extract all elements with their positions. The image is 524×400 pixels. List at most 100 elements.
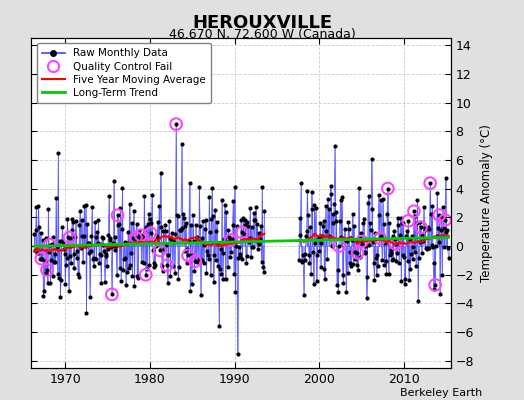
Point	[70, 264, 78, 271]
Point	[133, 273, 141, 279]
Point	[443, 227, 451, 233]
Point	[393, 249, 401, 256]
Point	[105, 237, 114, 244]
Point	[200, 260, 208, 266]
Point	[366, 220, 374, 227]
Point	[304, 252, 313, 258]
Point	[406, 236, 414, 242]
Point	[182, 260, 191, 266]
Point	[348, 211, 357, 217]
Point	[243, 219, 252, 225]
Point	[180, 215, 188, 222]
Point	[121, 239, 129, 245]
Point	[321, 276, 329, 282]
Point	[343, 238, 351, 244]
Point	[164, 252, 172, 258]
Point	[44, 206, 52, 212]
Point	[424, 224, 432, 230]
Point	[442, 228, 451, 235]
Point	[219, 250, 227, 256]
Point	[260, 208, 268, 214]
Point	[238, 256, 247, 263]
Point	[46, 242, 54, 248]
Point	[247, 254, 255, 260]
Point	[114, 222, 123, 228]
Point	[431, 282, 439, 288]
Point	[141, 272, 150, 278]
Point	[195, 184, 204, 190]
Point	[294, 257, 303, 263]
Point	[340, 237, 348, 244]
Point	[156, 170, 165, 176]
Point	[440, 224, 448, 231]
Point	[225, 234, 233, 240]
Point	[37, 256, 46, 262]
Point	[147, 220, 156, 226]
Point	[77, 244, 85, 251]
Point	[257, 222, 265, 229]
Point	[388, 257, 396, 263]
Point	[259, 269, 268, 276]
Point	[33, 250, 41, 256]
Point	[31, 247, 39, 254]
Point	[113, 212, 122, 218]
Point	[125, 265, 133, 271]
Point	[43, 267, 51, 273]
Point	[303, 188, 312, 195]
Point	[200, 242, 209, 249]
Point	[69, 218, 77, 225]
Point	[342, 289, 351, 296]
Point	[194, 238, 202, 245]
Point	[346, 249, 355, 255]
Point	[296, 214, 304, 221]
Point	[308, 206, 316, 212]
Point	[205, 194, 213, 200]
Point	[406, 265, 414, 272]
Point	[122, 281, 130, 288]
Point	[304, 212, 312, 218]
Point	[298, 258, 306, 264]
Point	[92, 256, 101, 262]
Point	[173, 213, 182, 219]
Point	[157, 224, 166, 231]
Point	[75, 222, 84, 228]
Point	[176, 227, 184, 233]
Point	[124, 229, 133, 236]
Point	[315, 248, 323, 254]
Point	[248, 243, 257, 250]
Point	[242, 260, 250, 266]
Point	[125, 201, 134, 208]
Point	[174, 276, 182, 282]
Point	[99, 235, 107, 242]
Point	[212, 228, 221, 234]
Point	[47, 257, 56, 264]
Point	[364, 200, 372, 206]
Point	[414, 254, 423, 261]
Point	[89, 256, 97, 262]
Point	[109, 240, 117, 246]
Point	[235, 251, 244, 258]
Point	[361, 250, 369, 256]
Point	[210, 252, 219, 258]
Point	[249, 244, 257, 250]
Point	[444, 245, 452, 251]
Point	[312, 204, 320, 211]
Point	[324, 196, 332, 202]
Point	[334, 266, 342, 273]
Point	[231, 289, 239, 295]
Point	[412, 263, 420, 270]
Point	[220, 236, 228, 242]
Point	[437, 213, 445, 220]
Point	[216, 246, 225, 252]
Point	[411, 212, 420, 219]
Point	[311, 240, 319, 246]
Point	[182, 220, 190, 226]
Point	[90, 263, 98, 270]
Point	[434, 225, 442, 231]
Point	[401, 276, 410, 283]
Point	[363, 295, 371, 301]
Point	[250, 217, 259, 223]
Point	[147, 230, 155, 236]
Point	[377, 233, 386, 239]
Point	[418, 249, 426, 256]
